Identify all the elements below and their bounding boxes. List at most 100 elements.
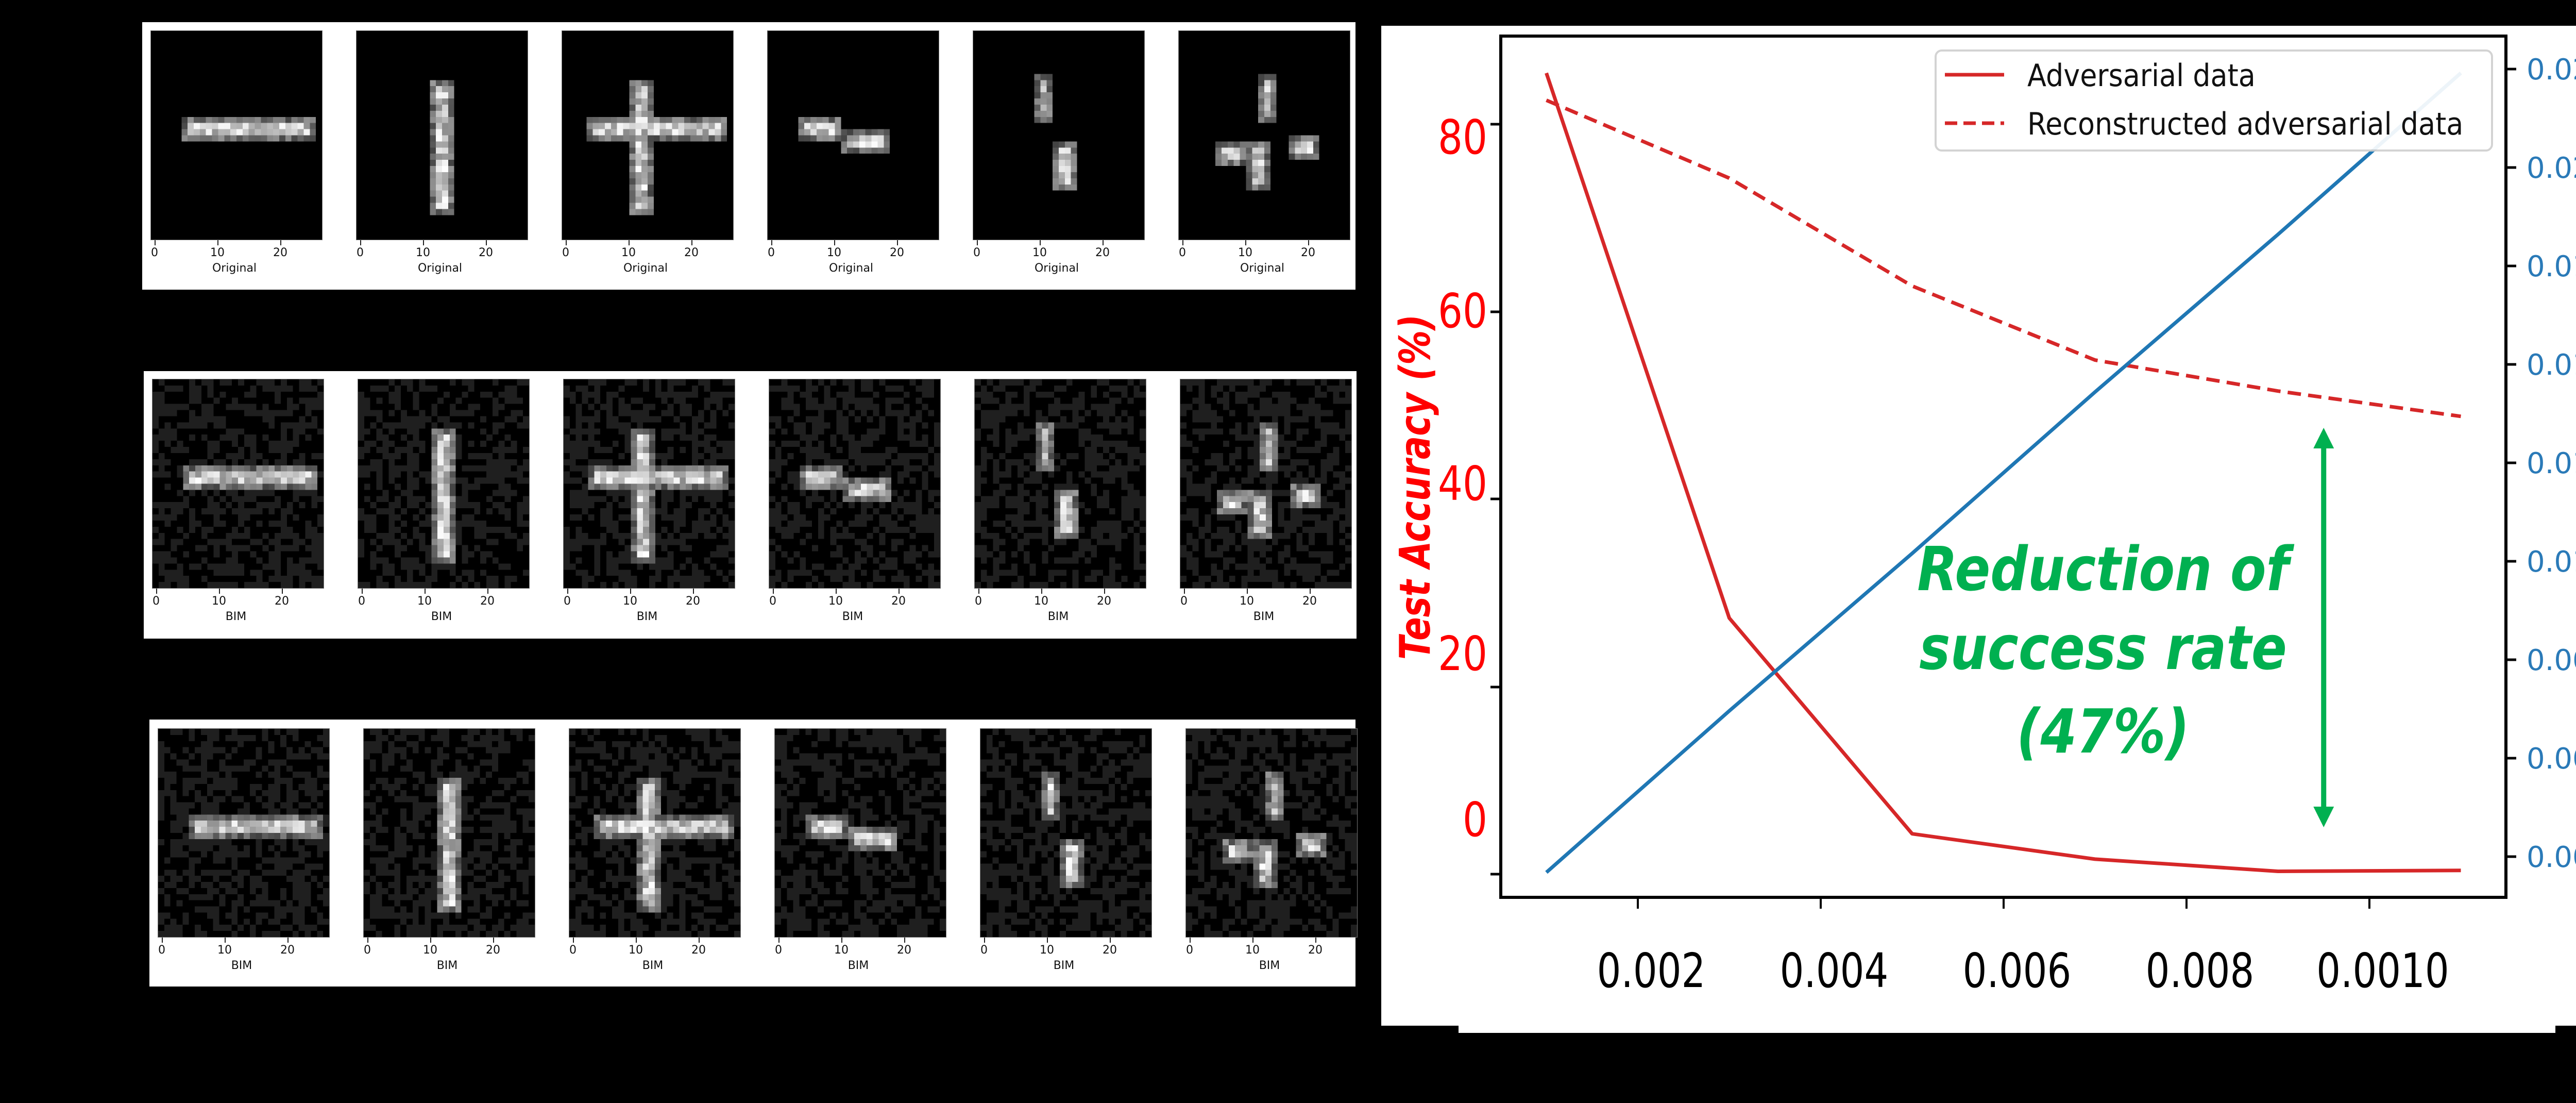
thumbnail-tick-label: 20 — [1308, 944, 1323, 957]
thumbnail-tick-label: 10 — [1238, 246, 1252, 259]
thumbnail-tick-label: 10 — [423, 944, 437, 957]
right-tick-label: 0.012 — [2527, 447, 2576, 480]
thumbnail-tick-label: 0 — [364, 944, 371, 957]
thumbnail-tick-label: 0 — [564, 595, 571, 608]
thumbnail-tick-label: 20 — [486, 944, 500, 957]
thumbnail-image: 0 10 20 Original — [767, 30, 939, 292]
thumbnail-tick-label: 20 — [1095, 246, 1110, 259]
thumbnail-tick-label: 20 — [273, 246, 287, 259]
right-tick-label: 0.002 — [2527, 841, 2576, 874]
series-line — [1545, 72, 2461, 873]
thumbnail-tick-label: 10 — [217, 944, 232, 957]
left-tick-label: 40 — [1438, 456, 1487, 511]
thumbnail-image: 0 10 20 BIM — [358, 379, 530, 640]
pixel-image — [569, 728, 741, 938]
thumbnail-tick-label: 20 — [891, 595, 906, 608]
thumbnail-tick — [691, 240, 692, 245]
thumbnail-tick-label: 0 — [358, 595, 365, 608]
thumbnail-tick — [566, 240, 567, 245]
thumbnail-row-bim-2 — [149, 720, 1355, 987]
thumbnail-image: 0 10 20 Original — [356, 30, 528, 292]
thumbnail-xlabel: BIM — [1053, 959, 1075, 972]
thumbnail-image: 0 10 20 BIM — [152, 379, 324, 640]
pixel-image — [152, 379, 324, 589]
thumbnail-image: 0 10 20 Original — [973, 30, 1145, 292]
thumbnail-tick — [493, 938, 494, 943]
pixel-image — [562, 30, 734, 240]
thumbnail-tick — [984, 938, 985, 943]
thumbnail-tick — [836, 589, 837, 594]
thumbnail-image: 0 10 20 Original — [1178, 30, 1350, 292]
thumbnail-tick-label: 20 — [480, 595, 495, 608]
pixel-image — [356, 30, 528, 240]
thumbnail-tick-label: 10 — [212, 595, 226, 608]
thumbnail-tick-label: 0 — [562, 246, 569, 259]
pixel-image — [363, 728, 535, 938]
thumbnail-tick — [897, 240, 898, 245]
thumbnail-tick — [1315, 938, 1316, 943]
thumbnail-image: 0 10 20 BIM — [1180, 379, 1352, 640]
pixel-image — [150, 30, 323, 240]
x-tick-label: 0.004 — [1780, 943, 1889, 998]
thumbnail-xlabel: BIM — [848, 959, 869, 972]
chart-card — [1381, 26, 2576, 1026]
thumbnail-tick — [567, 589, 568, 594]
thumbnail-tick — [155, 240, 156, 245]
thumbnail-xlabel: BIM — [1047, 610, 1069, 623]
x-tick-label: 0.002 — [1597, 943, 1706, 998]
thumbnail-tick-label: 20 — [1103, 944, 1117, 957]
thumbnail-tick-label: 0 — [158, 944, 165, 957]
x-axis-ticks: 0.002 0.004 0.006 0.008 0.0010 — [1597, 897, 2449, 998]
thumbnail-tick-label: 10 — [1240, 595, 1254, 608]
reduction-annotation: Reduction of success rate (47%) — [1917, 428, 2334, 827]
thumbnail-xlabel: BIM — [1259, 959, 1280, 972]
thumbnail-tick — [834, 240, 835, 245]
thumbnail-tick — [1110, 938, 1111, 943]
thumbnail-xlabel: BIM — [436, 959, 458, 972]
thumbnail-tick — [977, 240, 978, 245]
thumbnail-tick-label: 20 — [280, 944, 295, 957]
thumbnail-tick — [423, 240, 424, 245]
thumbnail-tick-label: 0 — [152, 595, 160, 608]
thumbnail-tick — [425, 589, 426, 594]
thumbnail-tick — [1308, 240, 1309, 245]
thumbnail-image: 0 10 20 BIM — [1185, 728, 1358, 989]
thumbnail-tick-label: 0 — [1179, 246, 1186, 259]
thumbnail-tick — [1040, 240, 1041, 245]
thumbnail-tick — [1104, 589, 1105, 594]
thumbnail-tick — [287, 938, 289, 943]
thumbnail-tick-label: 0 — [775, 944, 782, 957]
thumbnail-tick-label: 10 — [827, 246, 841, 259]
thumbnail-tick — [1245, 240, 1246, 245]
right-axis-ticks: 0.022 0.020 0.017 0.015 0.012 0.010 0.007 0.005… — [2506, 53, 2576, 874]
thumbnail-xlabel: BIM — [642, 959, 664, 972]
thumbnail-tick-label: 10 — [1034, 595, 1048, 608]
thumbnail-tick — [280, 240, 281, 245]
pixel-image — [767, 30, 939, 240]
thumbnail-tick-label: 20 — [479, 246, 493, 259]
thumbnail-tick-label: 0 — [1186, 944, 1193, 957]
thumbnail-tick-label: 10 — [828, 595, 843, 608]
thumbnail-tick-label: 10 — [417, 595, 432, 608]
thumbnail-tick-label: 20 — [275, 595, 289, 608]
x-tick-label: 0.008 — [2146, 943, 2255, 998]
thumbnail-xlabel: Original — [623, 262, 668, 275]
thumbnail-tick-label: 0 — [975, 595, 982, 608]
right-tick-label: 0.017 — [2527, 250, 2576, 283]
x-tick-label: 0.006 — [1963, 943, 2072, 998]
thumbnail-tick — [430, 938, 431, 943]
thumbnail-tick-label: 0 — [151, 246, 158, 259]
thumbnail-tick — [156, 589, 157, 594]
thumbnail-tick — [1190, 938, 1191, 943]
thumbnail-tick-label: 10 — [1032, 246, 1047, 259]
thumbnail-tick — [1247, 589, 1248, 594]
pixel-image — [980, 728, 1152, 938]
thumbnail-tick-label: 10 — [1245, 944, 1260, 957]
thumbnail-tick — [573, 938, 574, 943]
left-tick-label: 0 — [1463, 792, 1487, 847]
axis-labels: Test Accuracy (%)Average L2-Perturbation — [1390, 314, 1439, 660]
right-tick-label: 0.005 — [2527, 742, 2576, 776]
thumbnail-tick-label: 0 — [769, 595, 776, 608]
thumbnail-image: 0 10 20 BIM — [363, 728, 535, 989]
